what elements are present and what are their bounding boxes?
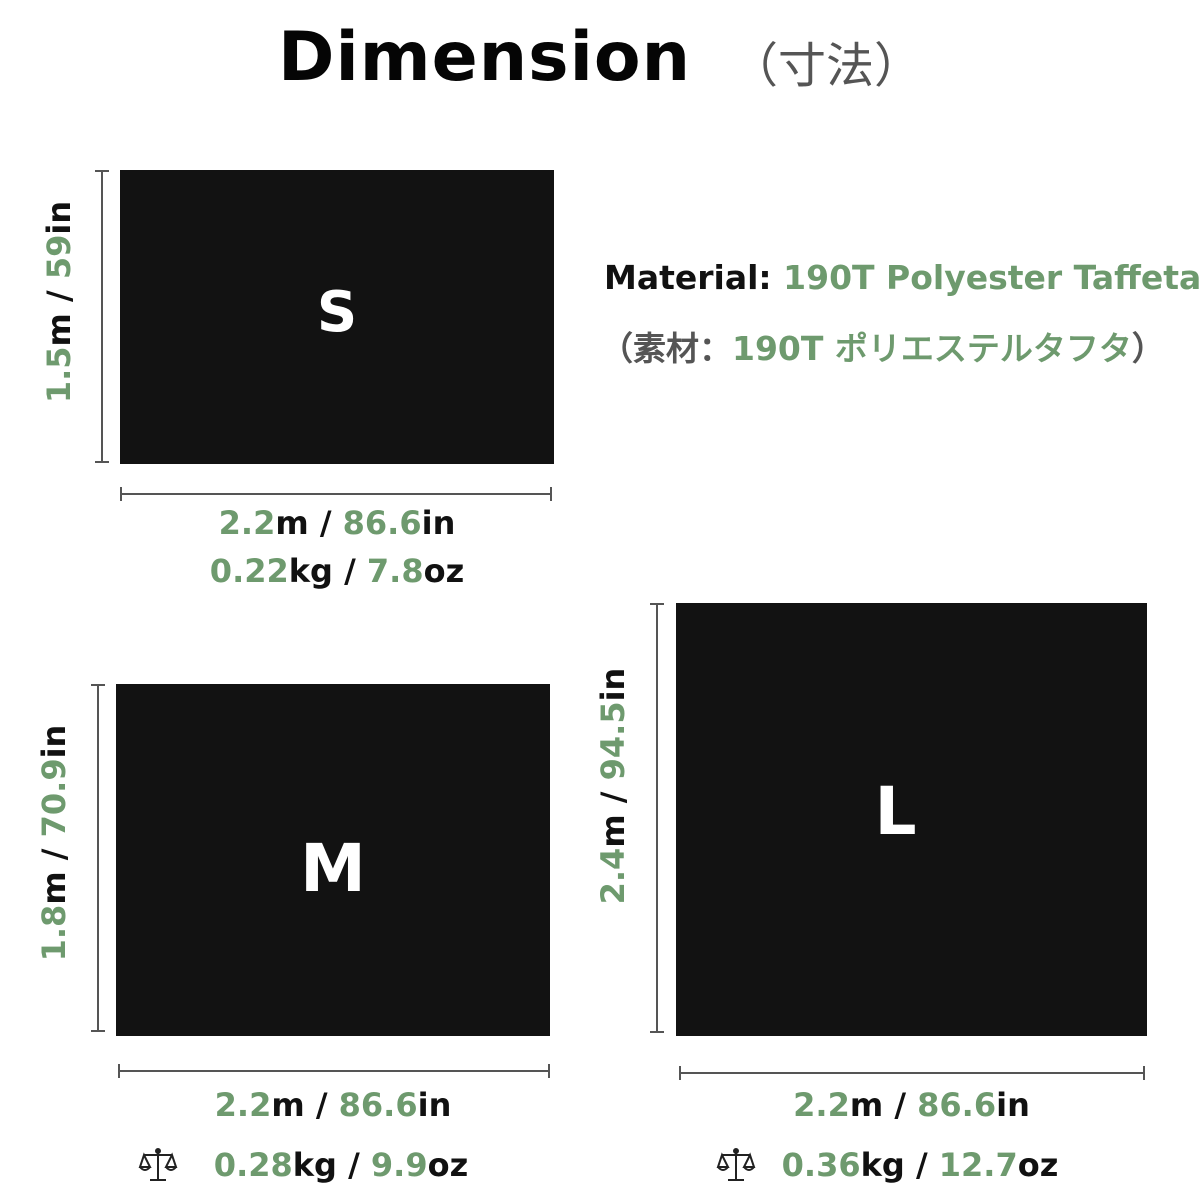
size-l-height-line <box>650 603 664 1033</box>
size-l-width-line <box>679 1066 1145 1080</box>
size-s-width-label: 2.2m / 86.6in <box>218 504 456 542</box>
size-s-height-line <box>95 170 109 463</box>
size-l-height-label: 2.4m / 94.5in <box>594 667 632 905</box>
material-line-jp: （素材：190T ポリエステルタフタ） <box>600 322 1165 370</box>
size-s-weight-label: 0.22kg / 7.8oz <box>209 552 465 590</box>
scale-icon <box>716 1145 756 1185</box>
size-l-panel: L <box>676 603 1147 1036</box>
material-line: Material: 190T Polyester Taffeta <box>604 258 1200 297</box>
size-s-width-line <box>120 487 552 501</box>
material-value: 190T Polyester Taffeta <box>783 258 1200 297</box>
size-m-width-label: 2.2m / 86.6in <box>214 1086 452 1124</box>
size-m-width-line <box>118 1064 550 1078</box>
size-l-letter: L <box>874 773 917 850</box>
size-m-panel: M <box>116 684 550 1036</box>
size-m-height-line <box>91 684 105 1032</box>
size-m-letter: M <box>300 830 366 907</box>
material-label: Material: <box>604 258 772 297</box>
size-l-width-label: 2.2m / 86.6in <box>793 1086 1030 1124</box>
material-jp-open: （素材： <box>600 329 732 368</box>
size-s-height-label: 1.5m / 59in <box>40 200 78 404</box>
title-japanese: （寸法） <box>730 38 923 94</box>
material-jp-close: ） <box>1131 329 1165 368</box>
scale-icon <box>138 1145 178 1185</box>
size-m-height-label: 1.8m / 70.9in <box>35 724 73 962</box>
size-s-panel: S <box>120 170 554 464</box>
size-l-weight-label: 0.36kg / 12.7oz <box>781 1146 1059 1184</box>
page-title: Dimension （寸法） <box>0 18 1200 98</box>
title-english: Dimension <box>278 18 692 97</box>
size-s-letter: S <box>316 280 358 345</box>
size-m-weight-label: 0.28kg / 9.9oz <box>213 1146 469 1184</box>
material-jp-value: 190T ポリエステルタフタ <box>732 329 1132 368</box>
